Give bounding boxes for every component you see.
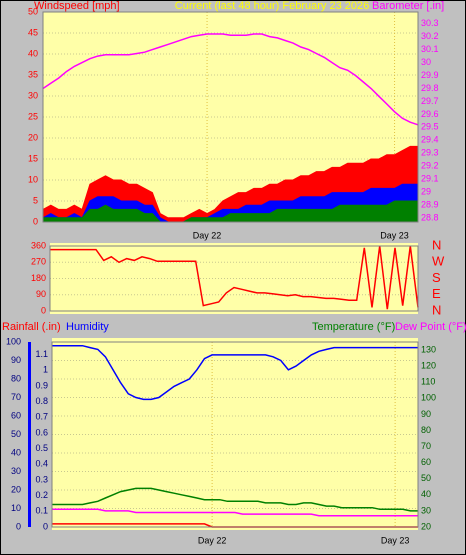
y2-tick-label: 29 — [421, 187, 431, 197]
y3-tick-label: 0.7 — [35, 412, 48, 422]
y2-tick-label: 40 — [421, 489, 431, 499]
y2-tick-label: 100 — [421, 393, 436, 403]
line — [52, 487, 418, 512]
y2-tick-label: 80 — [421, 425, 431, 435]
legend-rainfall: Rainfall (.in) — [2, 321, 61, 333]
y-tick-label: 20 — [11, 484, 21, 494]
y3-tick-label: 0.8 — [35, 396, 48, 406]
y-tick-label: 60 — [11, 410, 21, 420]
y2-tick-label: S — [432, 270, 441, 285]
y2-tick-label: 30.2 — [421, 31, 439, 41]
y2-tick-label: N — [432, 237, 441, 252]
y-tick-label: 40 — [11, 447, 21, 457]
plot-border — [49, 245, 419, 312]
y2-tick-label: 29.2 — [421, 161, 439, 171]
legend-temperature: Temperature (°F) — [312, 321, 395, 333]
legend-humidity: Humidity — [66, 321, 109, 333]
y-tick-label: 0 — [16, 521, 21, 531]
x-tick-label: Day 22 — [193, 230, 222, 240]
y-tick-label: 35 — [28, 69, 38, 79]
y3-tick-label: 0 — [43, 521, 48, 531]
y2-tick-label: 29.7 — [421, 96, 439, 106]
y2-tick-label: 29.6 — [421, 109, 439, 119]
area — [42, 200, 419, 223]
y-tick-label: 5 — [33, 195, 38, 205]
y3-tick-label: 1.1 — [35, 349, 48, 359]
y-tick-label: 10 — [11, 503, 21, 513]
y2-tick-label: 90 — [421, 409, 431, 419]
y-tick-label: 45 — [28, 27, 38, 37]
plot-border — [51, 341, 419, 528]
y-tick-label: 0 — [41, 305, 46, 315]
y2-tick-label: 110 — [421, 377, 435, 387]
y-tick-label: 10 — [28, 174, 38, 184]
plot-border — [42, 11, 419, 223]
y2-axis-title: Barometer [.in] — [372, 0, 444, 12]
y2-tick-label: 29.8 — [421, 83, 439, 93]
x-tick-label: Day 23 — [380, 230, 409, 240]
y-tick-label: 180 — [31, 273, 46, 283]
y2-tick-label: E — [432, 286, 441, 301]
y-tick-label: 30 — [28, 90, 38, 100]
y2-tick-label: 70 — [421, 441, 431, 451]
y-tick-label: 70 — [11, 392, 21, 402]
y-tick-label: 25 — [28, 111, 38, 121]
line — [42, 33, 419, 126]
line — [52, 508, 418, 517]
y3-tick-label: 0.4 — [35, 459, 48, 469]
y-tick-label: 30 — [11, 466, 21, 476]
y2-tick-label: 28.9 — [421, 200, 439, 210]
y-tick-label: 0 — [33, 216, 38, 226]
y-tick-label: 20 — [28, 132, 38, 142]
line — [50, 245, 419, 310]
line — [52, 344, 418, 401]
y2-tick-label: 30.3 — [421, 18, 439, 28]
x-tick-label: Day 22 — [198, 535, 227, 545]
y2-tick-label: 30 — [421, 57, 431, 67]
y2-tick-label: 29.5 — [421, 122, 439, 132]
y3-tick-label: 0.9 — [35, 380, 48, 390]
y2-tick-label: 29.1 — [421, 174, 439, 184]
y2-tick-label: 28.8 — [421, 212, 439, 222]
humidity-axis-bar — [28, 342, 31, 527]
y3-tick-label: 0.2 — [35, 490, 48, 500]
y-tick-label: 90 — [11, 355, 21, 365]
y2-tick-label: 130 — [421, 344, 436, 354]
y2-tick-label: N — [432, 302, 441, 317]
y-tick-label: 50 — [28, 6, 38, 16]
y-tick-label: 15 — [28, 153, 38, 163]
y2-tick-label: 30.1 — [421, 44, 439, 54]
y-tick-label: 100 — [6, 336, 21, 346]
y2-tick-label: 20 — [421, 521, 431, 531]
y-axis-title: Windspeed [mph] — [34, 0, 120, 12]
y-tick-label: 40 — [28, 48, 38, 58]
y3-tick-label: 0.6 — [35, 427, 48, 437]
y2-tick-label: 29.9 — [421, 70, 439, 80]
y3-tick-label: 1 — [43, 365, 48, 375]
y-tick-label: 50 — [11, 429, 21, 439]
y2-tick-label: 29.4 — [421, 135, 439, 145]
y2-tick-label: 120 — [421, 361, 436, 371]
y3-tick-label: 0.1 — [35, 506, 48, 516]
y-tick-label: 270 — [31, 257, 46, 267]
y-tick-label: 360 — [31, 240, 46, 250]
y2-tick-label: 30 — [421, 505, 431, 515]
y2-tick-label: 60 — [421, 457, 431, 467]
x-tick-label: Day 23 — [381, 535, 410, 545]
y-tick-label: 80 — [11, 373, 21, 383]
y-tick-label: 90 — [36, 289, 46, 299]
y2-tick-label: 29.3 — [421, 148, 439, 158]
legend-dew-point: Dew Point (°F) — [395, 321, 466, 333]
y2-tick-label: 50 — [421, 473, 431, 483]
y3-tick-label: 0.5 — [35, 443, 48, 453]
y2-tick-label: W — [432, 254, 445, 269]
chart-title: Current (last 48 hour) February 23 2026 — [175, 0, 369, 12]
y3-tick-label: 0.3 — [35, 474, 48, 484]
